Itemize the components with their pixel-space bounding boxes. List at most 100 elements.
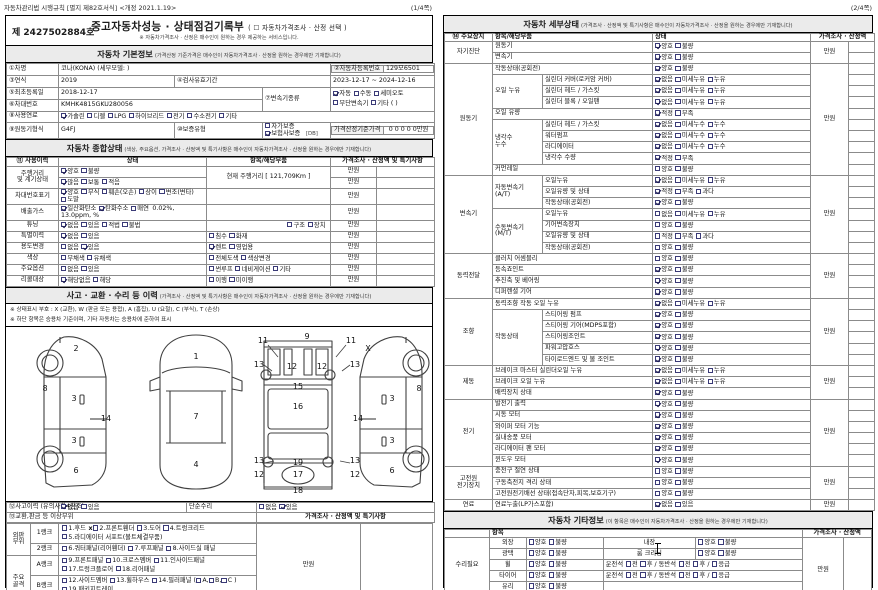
option-불량[interactable]: 불량	[718, 539, 736, 547]
detail-remark-cell[interactable]	[848, 398, 875, 411]
part-option[interactable]: 3.도어	[136, 525, 161, 534]
checkbox[interactable]	[678, 561, 684, 567]
overall-state-cell[interactable]: 없음 있음	[58, 230, 207, 243]
option-미세누유[interactable]: 미세누유	[675, 300, 705, 308]
option-양호[interactable]: 양호	[655, 468, 673, 476]
option-전[interactable]: 전	[678, 561, 691, 569]
option-불량[interactable]: 불량	[675, 289, 693, 297]
other-item-options[interactable]: 양호 불량	[525, 569, 604, 582]
option-양호[interactable]: 양호	[655, 255, 673, 263]
option-불량[interactable]: 불량	[675, 423, 693, 431]
detail-price-unit[interactable]: 만원	[810, 398, 849, 467]
checkbox[interactable]	[107, 113, 113, 119]
detail-remark-cell[interactable]	[848, 253, 875, 266]
detail-state-cell[interactable]: 양호 불량	[652, 197, 811, 210]
checkbox[interactable]	[655, 166, 661, 172]
overall-state-cell[interactable]: 없음 있음	[58, 263, 207, 276]
overall-price-unit[interactable]: 만원	[330, 274, 377, 287]
detail-remark-cell[interactable]	[848, 476, 875, 490]
detail-state-cell[interactable]: 없음 미세누유 누유	[652, 364, 811, 378]
checkbox[interactable]	[707, 121, 713, 127]
checkbox[interactable]	[61, 168, 67, 174]
option-렌트[interactable]: 렌트	[209, 244, 227, 252]
checkbox[interactable]	[153, 557, 159, 563]
checkbox[interactable]	[101, 222, 108, 228]
checkbox[interactable]	[678, 572, 684, 578]
checkbox[interactable]	[625, 561, 631, 567]
overall-remark-cell[interactable]	[376, 252, 435, 265]
overall-remark-cell[interactable]	[376, 165, 435, 178]
checkbox[interactable]	[307, 222, 313, 228]
seat-position-options[interactable]: 운전석 전 후 / 동반석 전 후 / 응급	[602, 569, 804, 582]
other-item-options[interactable]: 양호 불량	[525, 558, 604, 571]
checkbox[interactable]	[707, 99, 713, 105]
engine-type-value[interactable]: G4FJ	[58, 121, 175, 140]
option-부족[interactable]: 부족	[675, 233, 693, 241]
option-구조[interactable]: 구조	[287, 222, 305, 230]
overall-price-unit[interactable]: 만원	[330, 219, 377, 232]
option-불량[interactable]: 불량	[675, 65, 693, 73]
checkbox[interactable]	[548, 539, 555, 545]
checkbox[interactable]	[693, 572, 699, 578]
option-불량[interactable]: 불량	[675, 490, 693, 498]
checkbox[interactable]	[655, 188, 661, 194]
detail-state-cell[interactable]: 양호 불량	[652, 487, 811, 501]
overall-state-cell[interactable]: 많음 보통 적음	[58, 176, 207, 189]
detail-remark-cell[interactable]	[848, 487, 875, 501]
checkbox[interactable]	[675, 434, 681, 440]
detail-remark-cell[interactable]	[848, 320, 875, 333]
checkbox[interactable]	[138, 189, 145, 195]
detail-state-cell[interactable]: 없음 미세누유 누유	[652, 208, 811, 221]
detail-remark-cell[interactable]	[848, 376, 875, 389]
checkbox[interactable]	[93, 277, 99, 283]
detail-remark-cell[interactable]	[848, 443, 875, 456]
detail-state-cell[interactable]: 양호 불량	[652, 253, 811, 266]
detail-price-unit[interactable]: 만원	[810, 40, 849, 64]
checkbox[interactable]	[655, 501, 661, 508]
option-양호[interactable]: 양호	[655, 457, 673, 465]
rank-parts-cell[interactable]: 12.사이드멤버 13.휠하우스 14.필러패널 (A, B, C ) 19.패키지트레이	[58, 575, 257, 590]
option-네비게이션[interactable]: 네비게이션	[235, 266, 271, 274]
checkbox[interactable]	[62, 557, 68, 563]
checkbox[interactable]	[655, 479, 661, 485]
checkbox[interactable]	[718, 539, 724, 545]
detail-remark-cell[interactable]	[848, 230, 875, 243]
option-미세누수[interactable]: 미세누수	[675, 132, 705, 140]
price-base-value[interactable]: 0 0 0 0 0만원	[383, 126, 435, 135]
option-수소전기[interactable]: 수소전기	[187, 113, 217, 121]
checkbox[interactable]	[718, 550, 724, 556]
option-과다[interactable]: 과다	[695, 233, 714, 241]
checkbox[interactable]	[655, 390, 661, 396]
detail-state-cell[interactable]: 양호 불량	[652, 320, 811, 333]
overall-remark-cell[interactable]	[376, 219, 435, 232]
checkbox[interactable]	[287, 222, 293, 228]
overall-detail-cell[interactable]: 렌트 영업용	[206, 241, 331, 254]
detail-remark-cell[interactable]	[848, 40, 875, 53]
checkbox[interactable]	[655, 468, 661, 474]
checkbox[interactable]	[209, 244, 215, 250]
checkbox[interactable]	[528, 539, 534, 545]
option-탄화수소[interactable]: 탄화수소	[98, 205, 128, 213]
overall-detail-cell[interactable]: 침수 화재	[206, 230, 331, 243]
checkbox[interactable]	[655, 378, 661, 384]
option-양호[interactable]: 양호	[528, 583, 546, 590]
detail-state-cell[interactable]: 없음 있음	[652, 499, 811, 512]
checkbox[interactable]	[675, 99, 681, 105]
other-price-unit[interactable]: 만원	[802, 536, 845, 590]
reg-no-value[interactable]: 129모6501	[383, 64, 435, 74]
checkbox[interactable]	[353, 90, 359, 97]
checkbox[interactable]	[136, 525, 143, 531]
checkbox[interactable]	[115, 566, 121, 572]
option-응급[interactable]: 응급	[711, 572, 730, 580]
checkbox[interactable]	[208, 577, 214, 584]
checkbox[interactable]	[675, 211, 681, 217]
checkbox[interactable]	[548, 572, 555, 578]
other-item-options[interactable]: 양호 불량	[525, 536, 604, 549]
checkbox[interactable]	[128, 113, 134, 119]
detail-state-cell[interactable]: 양호 불량	[652, 476, 811, 490]
warranty-options[interactable]: 자가보증보험사보증 [DB]	[261, 121, 332, 140]
checkbox[interactable]	[655, 367, 661, 373]
option-자가보증[interactable]: 자가보증	[265, 123, 295, 131]
option-누유[interactable]: 누유	[707, 300, 726, 308]
checkbox[interactable]	[675, 54, 681, 60]
